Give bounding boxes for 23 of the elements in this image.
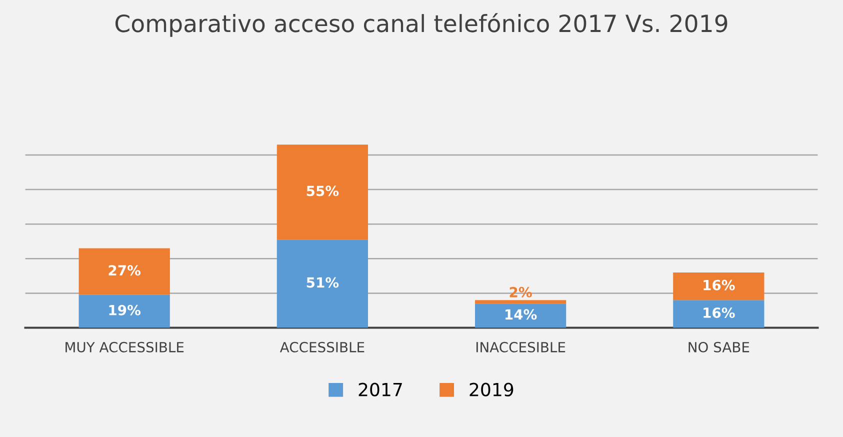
bar bbox=[276, 240, 368, 328]
x-tick-label: MUY ACCESSIBLE bbox=[66, 342, 184, 352]
data-label: 27% bbox=[108, 265, 141, 276]
data-label: 16% bbox=[704, 280, 735, 290]
bar bbox=[474, 304, 566, 328]
x-tick-label: NO SABE bbox=[688, 342, 750, 352]
x-tick-label: ACCESSIBLE bbox=[280, 342, 364, 352]
legend-label: 2017 bbox=[358, 382, 402, 396]
bar bbox=[276, 144, 368, 240]
bar bbox=[474, 300, 566, 304]
bar bbox=[78, 294, 170, 328]
data-label: 51% bbox=[306, 277, 339, 288]
data-label: 16% bbox=[704, 307, 735, 318]
bar bbox=[673, 300, 764, 328]
chart-title: Comparativo acceso canal telefónico 2017 Vs. 2019 bbox=[115, 13, 728, 37]
data-label: 55% bbox=[306, 186, 339, 196]
data-label: 19% bbox=[109, 304, 141, 316]
x-tick-label: INACCESIBLE bbox=[476, 342, 566, 352]
data-label: 14% bbox=[505, 309, 537, 320]
bar bbox=[673, 272, 764, 300]
data-label: 2% bbox=[510, 286, 532, 298]
bar bbox=[78, 248, 170, 295]
legend-label: 2019 bbox=[470, 382, 514, 396]
